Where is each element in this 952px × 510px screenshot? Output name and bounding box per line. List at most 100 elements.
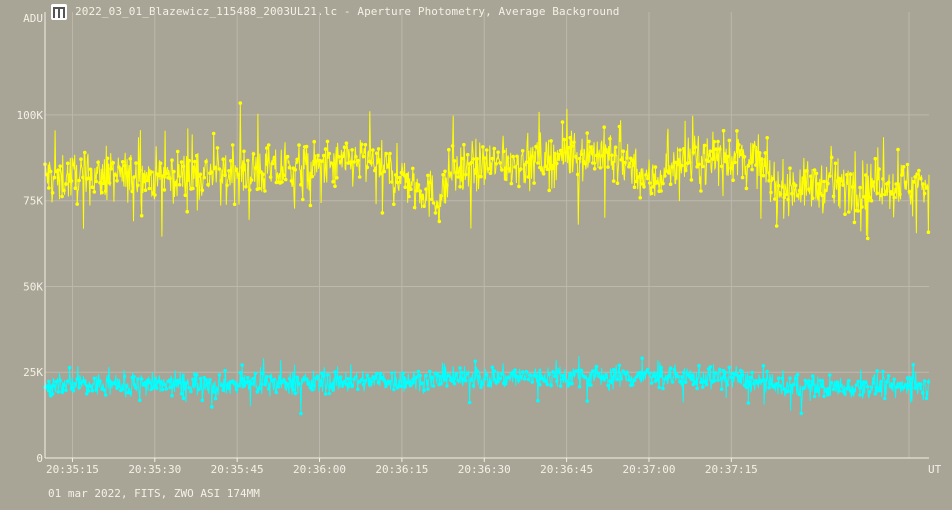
data-point <box>210 405 214 409</box>
data-point <box>50 392 55 396</box>
data-point <box>676 374 680 379</box>
data-point <box>494 162 499 166</box>
data-point <box>149 170 153 174</box>
data-point <box>306 177 311 182</box>
data-point <box>646 176 650 181</box>
data-point <box>589 383 593 387</box>
data-point <box>920 182 925 186</box>
data-point <box>615 377 620 382</box>
data-point <box>363 142 368 147</box>
data-point <box>850 391 855 396</box>
data-point <box>293 167 298 172</box>
data-point <box>139 377 144 381</box>
data-point <box>73 186 78 190</box>
data-point <box>767 178 771 183</box>
data-point <box>869 198 874 203</box>
data-point <box>591 369 595 373</box>
data-point <box>401 172 406 177</box>
data-point <box>585 399 589 403</box>
data-point <box>551 166 555 170</box>
data-point <box>744 186 749 191</box>
data-point <box>483 156 487 160</box>
data-point <box>873 156 878 161</box>
data-point <box>465 371 470 376</box>
data-point <box>236 384 241 388</box>
data-point <box>835 380 840 385</box>
data-point <box>200 188 205 192</box>
data-point <box>661 386 665 391</box>
data-point <box>445 183 449 187</box>
data-point <box>342 379 347 384</box>
data-point <box>640 182 644 186</box>
data-point <box>515 154 519 159</box>
data-point <box>265 374 269 379</box>
data-point <box>625 156 629 160</box>
data-point <box>583 161 588 166</box>
data-point <box>528 157 533 161</box>
data-point <box>714 147 718 151</box>
data-point <box>591 161 595 165</box>
data-point <box>761 364 766 368</box>
data-point <box>558 148 563 153</box>
data-point <box>623 160 627 165</box>
data-point <box>575 172 580 177</box>
data-point <box>183 193 188 197</box>
data-point <box>860 205 864 209</box>
data-point <box>517 184 521 189</box>
data-point <box>553 151 557 156</box>
data-point <box>534 144 538 149</box>
data-point <box>479 174 483 179</box>
data-point <box>304 377 309 382</box>
data-point <box>812 168 817 172</box>
app-icon[interactable] <box>51 4 67 20</box>
data-point <box>543 164 548 168</box>
data-point <box>924 186 929 190</box>
data-point <box>98 180 102 185</box>
data-point <box>501 149 506 154</box>
data-point <box>714 371 718 375</box>
data-point <box>469 378 474 382</box>
data-point <box>75 377 79 381</box>
data-point <box>687 375 692 379</box>
data-point <box>194 153 199 158</box>
data-point <box>793 183 798 188</box>
data-point <box>113 173 117 177</box>
data-point <box>765 369 769 374</box>
data-point <box>312 384 317 388</box>
data-point <box>752 381 756 386</box>
data-point <box>848 172 853 176</box>
data-point <box>217 373 222 377</box>
data-point <box>443 378 447 382</box>
data-point <box>926 380 931 384</box>
data-point <box>441 173 445 177</box>
data-point <box>393 383 398 387</box>
data-point <box>530 380 534 384</box>
data-point <box>788 166 792 170</box>
data-point <box>289 379 294 383</box>
data-point <box>879 379 883 384</box>
data-point <box>465 152 470 157</box>
data-point <box>723 159 728 164</box>
data-point <box>570 381 574 386</box>
data-point <box>774 381 779 386</box>
data-point <box>737 143 741 147</box>
data-point <box>666 171 671 175</box>
data-point <box>426 173 430 178</box>
data-point <box>107 181 112 185</box>
data-point <box>45 172 49 177</box>
data-point <box>592 167 597 171</box>
data-point <box>492 146 497 151</box>
data-point <box>867 195 872 199</box>
data-point <box>350 148 354 152</box>
data-point <box>909 376 914 381</box>
data-point <box>905 162 910 167</box>
data-point <box>647 181 652 185</box>
data-point <box>676 162 680 167</box>
data-point <box>321 153 326 158</box>
data-point <box>873 392 878 396</box>
data-point <box>886 180 891 185</box>
data-point <box>164 387 169 391</box>
data-point <box>213 396 218 401</box>
data-point <box>555 161 559 166</box>
data-point <box>634 179 639 184</box>
